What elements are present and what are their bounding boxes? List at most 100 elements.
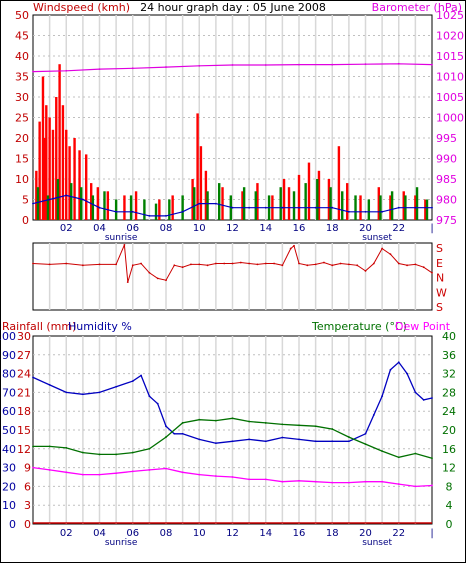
dew-point-point: [115, 472, 118, 475]
windspeed-bar: [377, 187, 380, 220]
wind-direction-point: [32, 262, 34, 265]
barometer-point: [331, 63, 334, 66]
rainfall-tick-label: 18: [17, 405, 31, 418]
windspeed-tick-label: 30: [15, 91, 29, 104]
wind-gust-bar: [425, 199, 429, 220]
wind-gust-bar: [254, 191, 257, 220]
x-tick-label: 20: [359, 223, 372, 234]
wind-gust-bar: [379, 195, 382, 220]
wind-gust-bar: [46, 195, 50, 220]
direction-tick-label: S: [436, 242, 443, 255]
x-tick-label: 02: [60, 223, 73, 234]
humidity-point: [431, 397, 433, 399]
wind-direction-point: [397, 262, 400, 265]
barometer-label: Barometer (hPa): [372, 1, 462, 14]
windspeed-bar: [35, 170, 38, 220]
humidity-point: [381, 395, 384, 398]
dew-point-point: [165, 467, 167, 470]
direction-panel-grid: [48, 243, 417, 310]
barometer-tick-label: 1020: [436, 30, 464, 43]
dew-point-point: [131, 470, 134, 473]
temperature-tick-label: 0: [446, 518, 453, 531]
sunset-label: sunset: [362, 538, 392, 548]
wind-gust-bar: [70, 183, 73, 220]
wind-direction-point: [298, 262, 300, 265]
windspeed-tick-label: 15: [15, 153, 29, 166]
x-tick-label: 04: [93, 528, 106, 539]
wind-direction-line: [32, 244, 433, 283]
barometer-axis: 975 980 985 990 995 1000 1005 1010 1015 1020 1025: [436, 9, 464, 227]
humidity-point: [414, 391, 417, 394]
humidity-point: [406, 372, 408, 375]
x-tick-label: 22: [392, 528, 405, 539]
windspeed-tick-label: 35: [15, 71, 29, 84]
rainfall-tick-label: 3: [24, 499, 31, 512]
windspeed-tick-label: 50: [15, 9, 29, 22]
temperature-point: [248, 420, 251, 423]
dew-point-point: [81, 473, 84, 476]
wind-average-point: [65, 194, 68, 197]
wind-direction-point: [126, 281, 129, 283]
temperature-point: [298, 424, 300, 427]
dew-point-point: [331, 481, 334, 484]
wind-average-point: [264, 206, 267, 209]
windspeed-bar: [317, 170, 321, 220]
wind-direction-point: [356, 264, 359, 267]
barometer-point: [298, 63, 300, 66]
barometer-tick-label: 980: [436, 194, 457, 207]
temperature-point: [231, 417, 234, 420]
wind-direction-point: [165, 279, 167, 282]
windspeed-bar: [68, 146, 71, 220]
windspeed-bar: [171, 195, 174, 220]
temperature-tick-label: 16: [442, 443, 456, 456]
windspeed-bar: [48, 117, 51, 220]
windspeed-bar: [134, 191, 138, 220]
humidity-point: [173, 432, 176, 435]
wind-direction-point: [131, 264, 134, 267]
wind-direction-point: [347, 263, 350, 266]
climate-panel-plot: [32, 361, 433, 524]
humidity-point: [281, 436, 284, 439]
humidity-point: [264, 440, 267, 443]
windspeed-bar: [297, 174, 301, 220]
windspeed-bar: [65, 129, 68, 220]
temperature-point: [281, 423, 284, 426]
windspeed-bar: [241, 191, 244, 220]
windspeed-bar: [256, 183, 259, 220]
humidity-point: [372, 414, 375, 416]
humidity-tick-label: 100: [0, 330, 16, 343]
windspeed-bar: [51, 129, 55, 220]
windspeed-bar: [55, 97, 58, 220]
humidity-point: [81, 393, 84, 396]
chart-title: 24 hour graph day : 05 June 2008: [140, 1, 326, 14]
wind-direction-point: [214, 262, 217, 265]
windspeed-bar: [158, 199, 161, 220]
temperature-point: [381, 450, 384, 453]
wind-direction-point: [281, 264, 284, 267]
windspeed-bar: [327, 179, 331, 220]
humidity-point: [397, 361, 400, 364]
wind-gust-bar: [341, 191, 344, 220]
climate-left-axes: 0102030405060708090100036912151821242730: [0, 330, 31, 531]
rainfall-tick-label: 6: [24, 480, 31, 493]
humidity-tick-label: 0: [9, 518, 16, 531]
temperature-point: [198, 418, 201, 421]
temperature-point: [165, 436, 167, 438]
barometer-point: [32, 70, 34, 73]
wind-gust-bar: [114, 199, 118, 220]
wind-direction-point: [406, 264, 408, 267]
wind-gust-bar: [56, 179, 60, 220]
wind-gust-bar: [181, 195, 184, 220]
temperature-point: [431, 457, 433, 460]
humidity-tick-label: 50: [2, 424, 16, 437]
x-tick-label: 18: [326, 528, 339, 539]
barometer-point: [65, 69, 68, 72]
windspeed-tick-label: 45: [15, 30, 29, 43]
windspeed-axis: 0 5 10 15 20 25 30 35 40 45 50: [15, 9, 29, 227]
wind-direction-point: [173, 264, 176, 267]
humidity-tick-label: 80: [2, 368, 16, 381]
wind-direction-point: [248, 262, 251, 265]
wind-average-point: [214, 202, 217, 205]
x-tick-label: 16: [293, 528, 306, 539]
dew-point-point: [98, 473, 101, 476]
